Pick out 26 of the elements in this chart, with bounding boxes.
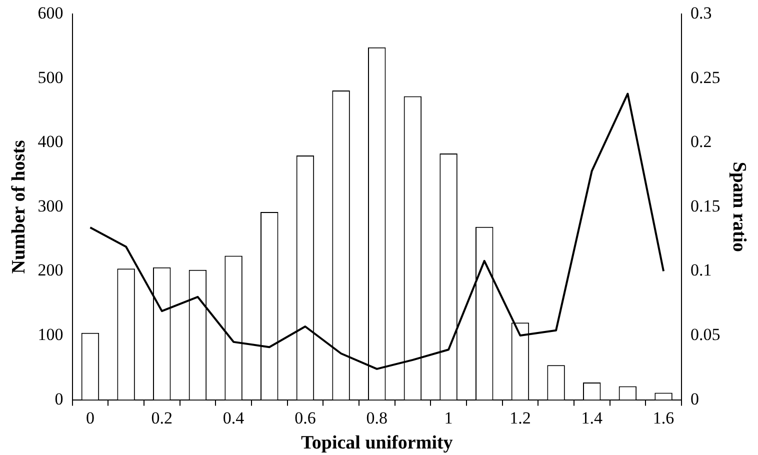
y-tick-label: 300 (38, 196, 64, 216)
y-tick-label: 600 (38, 3, 64, 22)
x-tick-label: 1.4 (581, 408, 603, 428)
x-tick-label: 0.4 (222, 408, 245, 428)
x-tick-label: 0 (86, 408, 94, 428)
y-tick-label: 200 (38, 260, 64, 280)
y-tick-label: 0 (54, 389, 64, 408)
y2-tick-label: 0.15 (690, 196, 720, 216)
x-tick-label: 1 (444, 408, 453, 428)
y2-tick-label: 0.3 (690, 3, 712, 22)
y-tick-label: 500 (38, 68, 64, 87)
x-tick-label: 0.8 (366, 408, 388, 428)
x-axis-title: Topical uniformity (300, 432, 454, 454)
y-axis-title: Number of hosts (8, 140, 30, 274)
y2-tick-label: 0.25 (690, 68, 720, 87)
x-tick-label: 0.2 (151, 408, 173, 428)
x-tick-label: 1.6 (652, 408, 674, 428)
y-tick-label: 400 (38, 132, 64, 152)
y2-tick-label: 0 (690, 389, 699, 408)
y2-tick-label: 0.05 (690, 324, 720, 344)
y-tick-label: 100 (38, 324, 64, 344)
y2-tick-label: 0.1 (690, 260, 712, 280)
y2-tick-label: 0.2 (690, 132, 712, 152)
x-tick-label: 1.2 (510, 408, 531, 428)
y2-axis-title: Spam ratio (728, 162, 750, 252)
x-tick-label: 0.6 (294, 408, 316, 428)
